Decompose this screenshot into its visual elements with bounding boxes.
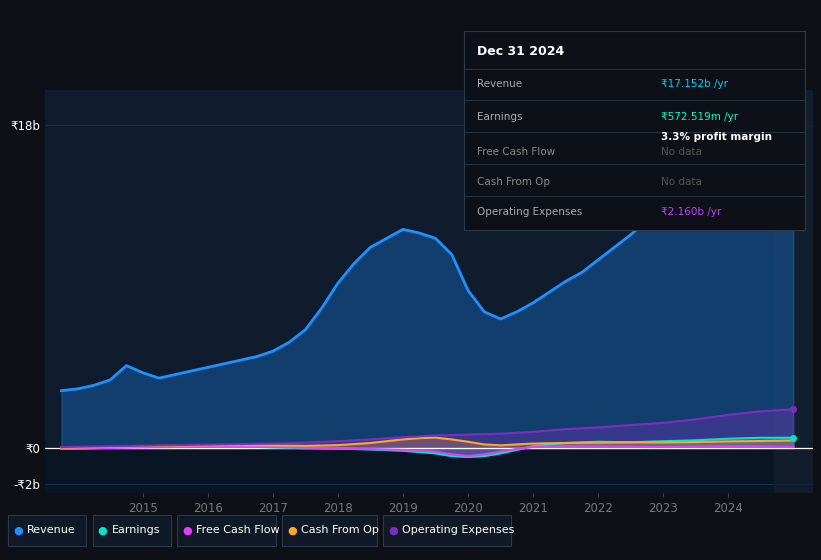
Text: Dec 31 2024: Dec 31 2024	[478, 45, 565, 58]
Text: Earnings: Earnings	[112, 525, 160, 535]
Text: ₹2.160b /yr: ₹2.160b /yr	[662, 207, 722, 217]
Text: 3.3% profit margin: 3.3% profit margin	[662, 132, 773, 142]
Bar	[773, 90, 813, 493]
Text: ●: ●	[13, 525, 23, 535]
Text: ₹17.152b /yr: ₹17.152b /yr	[662, 80, 728, 90]
Text: ●: ●	[287, 525, 297, 535]
Text: Free Cash Flow: Free Cash Flow	[196, 525, 280, 535]
Text: No data: No data	[662, 177, 702, 187]
Text: Cash From Op: Cash From Op	[301, 525, 379, 535]
Bar	[45, 448, 813, 493]
Text: Free Cash Flow: Free Cash Flow	[478, 147, 556, 157]
Text: Revenue: Revenue	[27, 525, 76, 535]
Text: Operating Expenses: Operating Expenses	[478, 207, 583, 217]
Text: ●: ●	[98, 525, 108, 535]
Text: Cash From Op: Cash From Op	[478, 177, 551, 187]
Text: No data: No data	[662, 147, 702, 157]
Text: ●: ●	[388, 525, 398, 535]
Text: Operating Expenses: Operating Expenses	[402, 525, 515, 535]
Text: ₹572.519m /yr: ₹572.519m /yr	[662, 112, 739, 122]
Text: Earnings: Earnings	[478, 112, 523, 122]
Text: ●: ●	[182, 525, 192, 535]
Text: Revenue: Revenue	[478, 80, 523, 90]
